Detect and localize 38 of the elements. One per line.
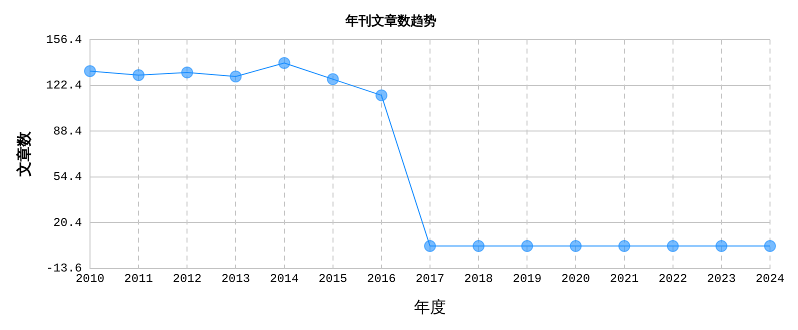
x-tick-label: 2017 [416, 272, 444, 286]
point [132, 69, 145, 82]
y-tick-label: 54.4 [53, 170, 82, 184]
x-tick-label: 2010 [76, 272, 104, 286]
x-tick-label: 2013 [221, 272, 250, 286]
chart-title: 年刊文章数趋势 [344, 13, 436, 28]
point [521, 240, 534, 252]
x-tick-label: 2019 [512, 272, 542, 286]
y-tick-label: 20.4 [53, 216, 82, 230]
point [570, 240, 582, 252]
point [424, 240, 436, 252]
x-tick-label: 2022 [658, 272, 688, 286]
x-tick-label: 2015 [318, 272, 348, 286]
point [666, 240, 679, 252]
x-tick-label: 2023 [707, 272, 736, 286]
x-tick-label: 2018 [464, 272, 493, 286]
x-tick-label: 2016 [367, 272, 396, 286]
x-tick-label: 2011 [124, 272, 153, 286]
point [375, 89, 388, 102]
x-tick-label: 2020 [561, 272, 590, 286]
y-tick-label: 88.4 [53, 124, 82, 138]
point [472, 240, 485, 252]
point [715, 240, 728, 252]
x-axis-title: 年度 [414, 298, 446, 317]
point [230, 70, 242, 82]
y-tick-label: 122.4 [46, 78, 82, 93]
x-tick-label: 2021 [610, 272, 639, 286]
x-tick-label: 2024 [756, 272, 784, 286]
y-tick-label: 156.4 [46, 32, 82, 47]
y-axis-title: 文章数 [14, 130, 33, 178]
point [278, 57, 290, 70]
point [764, 240, 776, 252]
x-tick-label: 2014 [270, 272, 299, 286]
point [84, 65, 96, 78]
point [181, 66, 194, 78]
x-tick-label: 2012 [172, 272, 202, 286]
point [618, 240, 630, 252]
point [326, 73, 339, 86]
